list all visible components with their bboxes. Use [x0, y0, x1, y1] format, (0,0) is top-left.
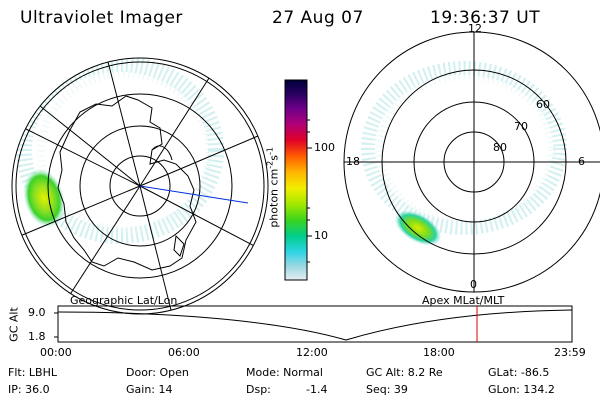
- geographic-map: [11, 57, 269, 315]
- dsp-value: -1.4: [306, 383, 328, 396]
- alt-label-low: 1.8: [28, 330, 46, 343]
- colorbar-tick-10: 10: [314, 229, 328, 242]
- aurora-bright-patch: [23, 168, 65, 228]
- mlat-label-60: 60: [536, 98, 550, 111]
- door-info: Door: Open: [126, 366, 189, 379]
- geographic-aurora: [16, 58, 224, 244]
- gc-alt-info: GC Alt: 8.2 Re: [366, 366, 443, 379]
- apex-caption: Apex MLat/MLT: [422, 294, 505, 307]
- geographic-caption: Geographic Lat/Lon: [70, 294, 178, 307]
- magnetic-map: [343, 31, 600, 293]
- colorbar: [284, 79, 312, 281]
- colorbar-tick-100: 100: [314, 141, 335, 154]
- mlat-label-70: 70: [514, 120, 528, 133]
- time-tick-0000: 00:00: [40, 346, 72, 359]
- mode-info: Mode: Normal: [246, 366, 323, 379]
- gain-info: Gain: 14: [126, 383, 173, 396]
- glon-info: GLon: 134.2: [488, 383, 555, 396]
- mlat-label-80: 80: [493, 141, 507, 154]
- time-label: 19:36:37 UT: [430, 8, 541, 28]
- unit-s: s: [267, 154, 281, 161]
- date-label: 27 Aug 07: [272, 8, 364, 28]
- time-tick-1200: 12:00: [296, 346, 328, 359]
- mlt-label-0: 0: [470, 278, 477, 291]
- unit-sup-1: -2: [265, 160, 275, 169]
- satellite-track: [139, 185, 249, 204]
- gc-alt-axis-label: GC Alt: [7, 307, 21, 342]
- seq-info: Seq: 39: [366, 383, 408, 396]
- altitude-curve: [57, 309, 573, 341]
- time-tick-1800: 18:00: [423, 346, 455, 359]
- alt-label-high: 9.0: [28, 306, 46, 319]
- filter-info: Flt: LBHL: [8, 366, 57, 379]
- time-tick-0600: 06:00: [168, 346, 200, 359]
- mlt-label-12: 12: [468, 22, 482, 35]
- glat-info: GLat: -86.5: [488, 366, 550, 379]
- mlt-label-18: 18: [346, 155, 360, 168]
- ip-info: IP: 36.0: [8, 383, 50, 396]
- unit-sup-2: -1: [265, 147, 275, 155]
- altitude-strip: [54, 305, 573, 343]
- magnetic-aurora: [361, 61, 567, 246]
- mlt-label-6: 6: [578, 155, 585, 168]
- unit-photon: photon cm: [267, 168, 281, 228]
- aurora-bright-patch-magnetic: [394, 210, 442, 246]
- colorbar-unit-label: photon cm-2s-1: [266, 112, 281, 262]
- time-tick-2359: 23:59: [554, 346, 586, 359]
- dsp-label: Dsp:: [246, 383, 271, 396]
- instrument-title: Ultraviolet Imager: [20, 8, 183, 28]
- continent-outline: [57, 95, 197, 271]
